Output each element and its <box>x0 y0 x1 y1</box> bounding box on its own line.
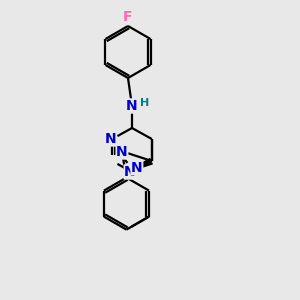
Text: H: H <box>140 98 150 108</box>
Text: N: N <box>116 145 128 159</box>
Text: N: N <box>104 132 116 146</box>
Text: N: N <box>126 99 138 113</box>
Text: N: N <box>131 161 143 175</box>
Text: N: N <box>124 165 136 179</box>
Text: F: F <box>123 10 133 24</box>
